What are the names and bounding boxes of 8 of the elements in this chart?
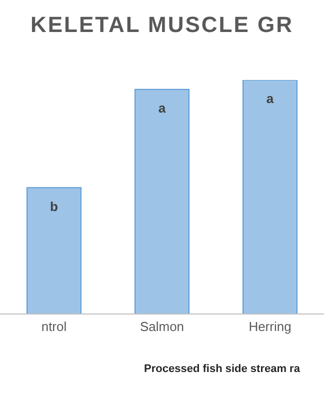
annotation: b [50, 198, 58, 214]
x-tick-label: Salmon [140, 319, 184, 334]
chart-title: KELETAL MUSCLE GR [29, 12, 295, 38]
annotation: a [266, 91, 274, 106]
x-axis-title: Processed fish side stream ra [144, 363, 301, 375]
x-tick-label: Herring [248, 319, 292, 334]
annotation: a [158, 100, 166, 116]
x-tick-label: ntrol [41, 319, 67, 334]
